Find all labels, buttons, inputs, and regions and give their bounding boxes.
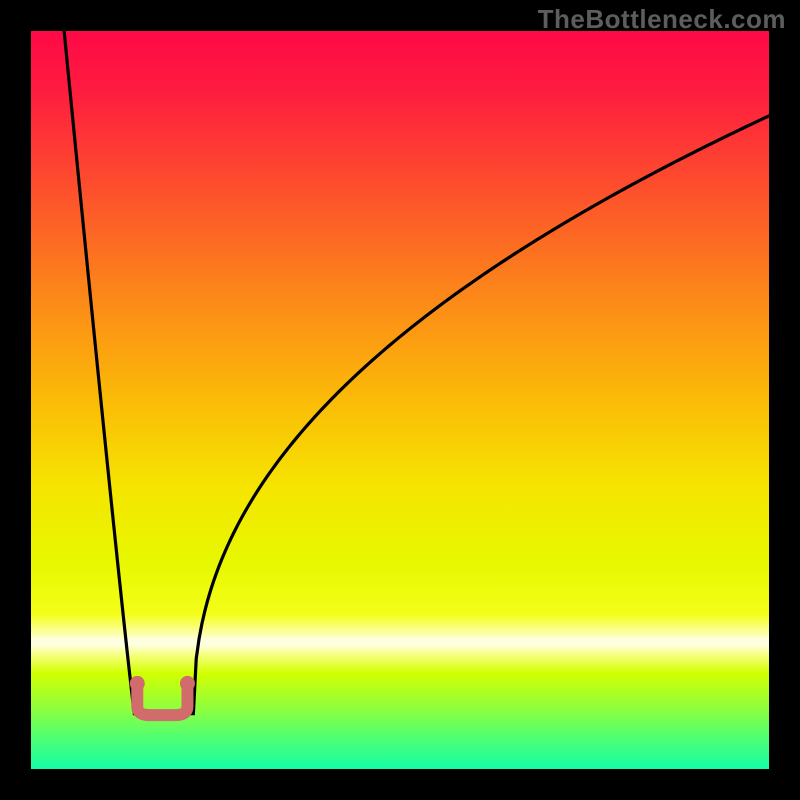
chart-root: { "watermark": { "text": "TheBottleneck.… — [0, 0, 800, 800]
valley-marker-u — [137, 683, 187, 715]
chart-svg-overlay — [0, 0, 800, 800]
valley-marker-dot — [130, 676, 145, 691]
watermark-text: TheBottleneck.com — [538, 4, 786, 35]
valley-marker-dot — [180, 676, 195, 691]
bottleneck-curve — [61, 0, 769, 714]
